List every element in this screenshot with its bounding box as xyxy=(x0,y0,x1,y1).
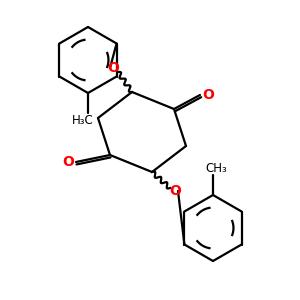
Text: O: O xyxy=(107,61,119,75)
Text: O: O xyxy=(62,155,74,169)
Text: CH₃: CH₃ xyxy=(205,161,227,175)
Text: O: O xyxy=(202,88,214,102)
Text: O: O xyxy=(169,184,181,198)
Text: H₃C: H₃C xyxy=(72,113,94,127)
